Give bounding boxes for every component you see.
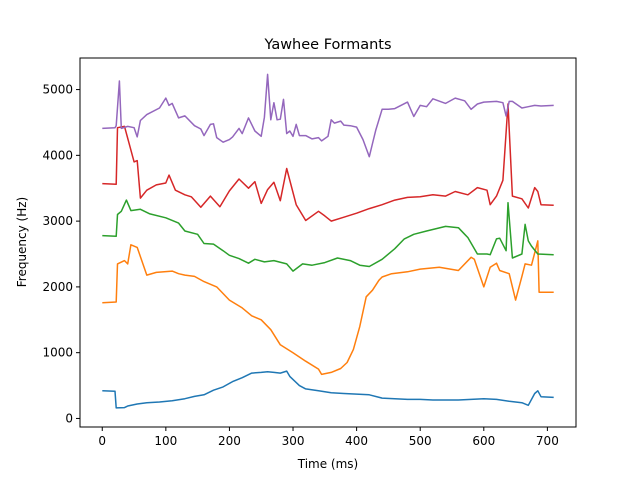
plot-area — [80, 58, 576, 427]
y-tick-label-5: 5000 — [42, 83, 73, 97]
series-line-1 — [102, 370, 554, 409]
x-tick-label-5: 500 — [409, 434, 432, 448]
x-tick-label-4: 400 — [345, 434, 368, 448]
y-tick-label-3: 3000 — [42, 214, 73, 228]
plot-frame — [79, 57, 577, 428]
x-tick-label-0: 0 — [98, 434, 106, 448]
x-axis: 0 100 200 300 400 500 600 700 — [98, 427, 559, 448]
y-tick-label-0: 0 — [65, 411, 73, 425]
y-axis: 0 1000 2000 3000 4000 5000 — [42, 83, 80, 425]
y-tick-label-2: 2000 — [42, 280, 73, 294]
x-tick-label-6: 600 — [472, 434, 495, 448]
chart-title: Yawhee Formants — [263, 37, 391, 53]
series-line-5 — [102, 73, 554, 158]
series-layer — [102, 73, 554, 409]
series-line-3 — [102, 199, 554, 272]
x-tick-label-7: 700 — [536, 434, 559, 448]
series-line-4 — [102, 103, 554, 222]
series-line-2 — [102, 240, 554, 376]
x-tick-label-2: 200 — [218, 434, 241, 448]
y-tick-label-4: 4000 — [42, 148, 73, 162]
y-axis-label: Frequency (Hz) — [15, 197, 29, 288]
x-tick-label-1: 100 — [154, 434, 177, 448]
x-tick-label-3: 300 — [282, 434, 305, 448]
y-tick-label-1: 1000 — [42, 346, 73, 360]
x-axis-label: Time (ms) — [297, 457, 359, 471]
